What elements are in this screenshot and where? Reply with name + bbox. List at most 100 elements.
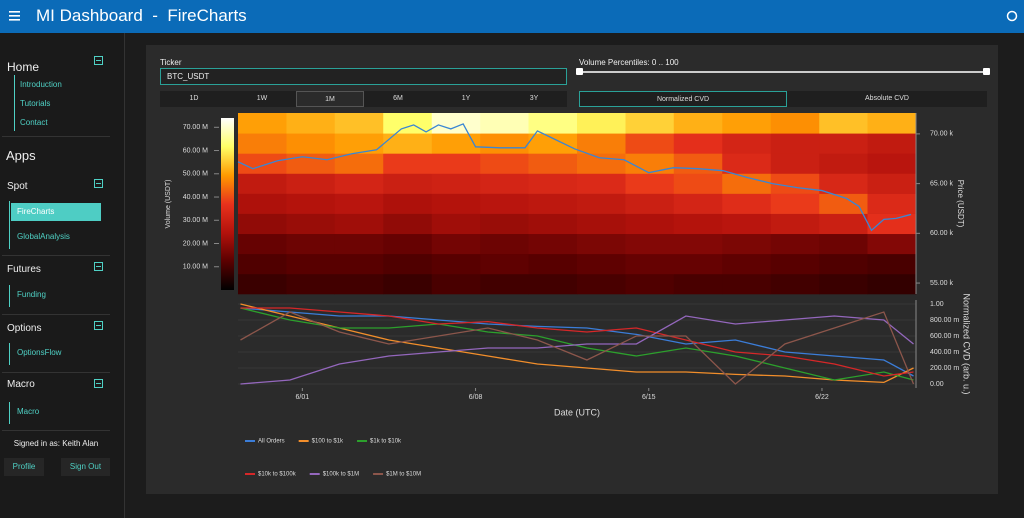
heatmap-cell — [431, 133, 481, 154]
slider-handle[interactable] — [983, 68, 990, 75]
heatmap-cell — [528, 173, 578, 194]
heatmap-cell — [722, 193, 772, 214]
section-title: Home — [7, 60, 40, 74]
y-tick-label: 800.00 m — [930, 317, 959, 324]
heatmap-cell — [238, 213, 287, 235]
status-icon[interactable] — [1006, 10, 1018, 22]
slider-handle[interactable] — [576, 68, 583, 75]
profile-button[interactable]: Profile — [4, 458, 44, 476]
nav-link[interactable]: Macro — [17, 407, 40, 416]
collapse-button[interactable] — [94, 321, 103, 330]
heatmap-cell — [334, 213, 384, 235]
heatmap-cell — [673, 193, 723, 214]
heatmap-cell — [334, 133, 384, 154]
heatmap-cell — [286, 153, 336, 174]
slider-track[interactable] — [579, 71, 987, 73]
heatmap-cell — [480, 153, 529, 174]
heatmap-cell — [431, 253, 481, 275]
heatmap-cell — [625, 173, 675, 194]
heatmap-cell — [238, 253, 287, 275]
nav-link[interactable]: OptionsFlow — [17, 348, 62, 357]
heatmap-cell — [286, 173, 336, 194]
y-tick-label: 65.00 k — [930, 180, 953, 187]
heatmap-cell — [480, 233, 529, 255]
heatmap-cell — [770, 113, 820, 134]
heatmap-cell — [722, 233, 772, 255]
top-bar: MI Dashboard - FireCharts — [0, 0, 1024, 33]
heatmap-cell — [480, 173, 529, 194]
heatmap-cell — [334, 273, 384, 295]
cvd-line — [240, 303, 914, 384]
heatmap-cell — [286, 253, 336, 275]
colorbar-tick-label: 10.00 M — [183, 264, 208, 271]
y-tick-label: 400.00 m — [930, 349, 959, 356]
heatmap-cell — [673, 233, 723, 255]
timeframe-button[interactable]: 1D — [189, 95, 199, 102]
group-title: Futures — [7, 264, 41, 275]
cvd-mode-button[interactable]: Normalized CVD — [579, 91, 787, 107]
heatmap-cell — [334, 173, 384, 194]
heatmap-cell — [480, 213, 529, 235]
app-title: MI Dashboard - FireCharts — [36, 6, 247, 25]
heatmap-cell — [528, 193, 578, 214]
heatmap-cell — [722, 213, 772, 235]
heatmap-cell — [238, 153, 287, 174]
timeframe-button[interactable]: 6M — [393, 95, 403, 102]
timeframe-button[interactable]: 1Y — [461, 95, 471, 102]
heatmap-cell — [673, 253, 723, 275]
cvd-mode-button[interactable]: Absolute CVD — [865, 95, 909, 102]
timeframe-button[interactable]: 3Y — [529, 95, 539, 102]
heatmap-cell — [577, 273, 626, 295]
nav-link[interactable]: GlobalAnalysis — [17, 232, 70, 241]
x-axis-title: Date (UTC) — [554, 407, 600, 417]
y-tick-label: 0.00 — [930, 381, 944, 388]
signed-in-text: Signed in as: Keith Alan — [13, 439, 99, 448]
collapse-button[interactable] — [94, 379, 103, 388]
x-tick-label: 6/08 — [469, 394, 483, 401]
collapse-button[interactable] — [94, 262, 103, 271]
heatmap-cell — [577, 193, 626, 214]
heatmap-cell — [867, 153, 917, 174]
heatmap-cell — [819, 273, 868, 295]
menu-icon[interactable] — [9, 11, 20, 21]
collapse-button[interactable] — [94, 179, 103, 188]
nav-link[interactable]: Funding — [17, 290, 46, 299]
heatmap-cell — [673, 173, 723, 194]
heatmap-cell — [480, 113, 529, 134]
timeframe-button[interactable]: 1M — [296, 91, 364, 107]
colorbar-title: Volume (USDT) — [165, 179, 172, 228]
collapse-button[interactable] — [94, 56, 103, 65]
divider — [2, 372, 110, 373]
sign-out-button[interactable]: Sign Out — [61, 458, 110, 476]
sidebar: Home Introduction Tutorials Contact Apps… — [0, 33, 125, 518]
cvd-mode-bar: Normalized CVD Absolute CVD — [579, 91, 987, 107]
heatmap-cell — [383, 273, 433, 295]
ticker-input[interactable]: BTC_USDT — [160, 68, 567, 85]
heatmap-cell — [286, 213, 336, 235]
timeframe-button[interactable]: 1W — [256, 95, 268, 102]
legend-label: $10k to $100k — [258, 472, 297, 478]
x-tick-label: 6/15 — [642, 394, 656, 401]
heatmap-cell — [722, 253, 772, 275]
nav-link-active[interactable]: FireCharts — [11, 203, 101, 221]
heatmap-cell — [819, 133, 868, 154]
colorbar — [221, 118, 234, 290]
nav-link[interactable]: Tutorials — [20, 99, 51, 108]
legend-label: $1k to $10k — [370, 439, 402, 445]
heatmap-cell — [286, 133, 336, 154]
group-title: Options — [7, 323, 42, 334]
divider — [2, 136, 110, 137]
heatmap-cell — [528, 133, 578, 154]
y-tick-label: 60.00 k — [930, 230, 953, 237]
heatmap-cell — [383, 233, 433, 255]
y-tick-label: 70.00 k — [930, 131, 953, 138]
heatmap-cell — [383, 133, 433, 154]
divider — [2, 255, 110, 256]
nav-link[interactable]: Contact — [20, 118, 48, 127]
section-title: Apps — [6, 148, 36, 163]
heatmap-cell — [770, 173, 820, 194]
percentiles-label: Volume Percentiles: 0 .. 100 — [579, 58, 679, 67]
nav-link[interactable]: Introduction — [20, 80, 62, 89]
nav-rail — [9, 285, 10, 307]
